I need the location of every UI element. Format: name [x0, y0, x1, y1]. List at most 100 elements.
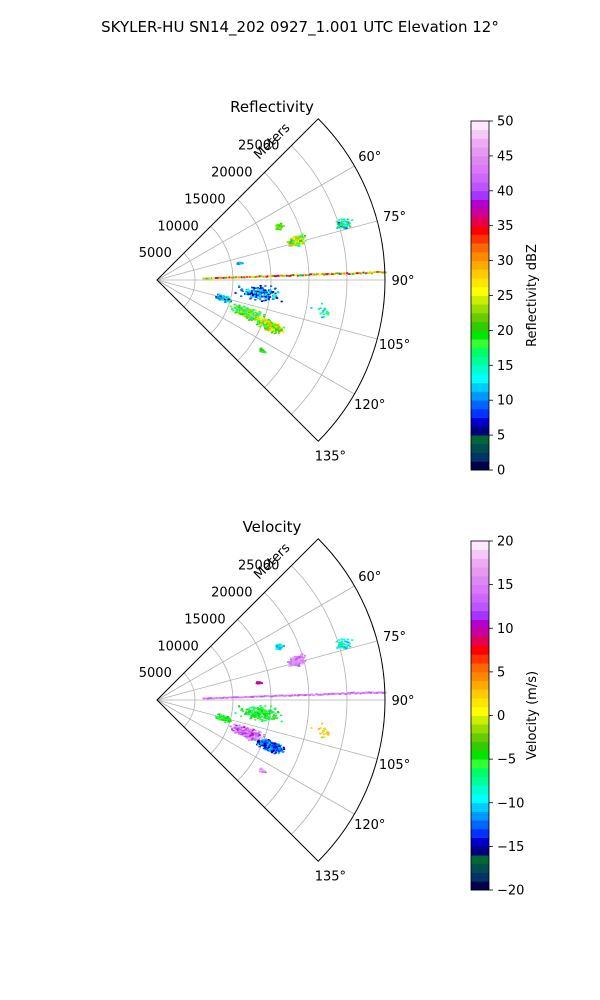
echo-cell: [263, 290, 266, 292]
echo-cell: [353, 272, 356, 275]
echo-cell: [286, 274, 289, 277]
echo-cell: [293, 657, 296, 660]
echo-cell: [245, 710, 248, 713]
echo-cell: [287, 694, 290, 697]
echo-cell: [253, 295, 256, 297]
echo-cell: [205, 697, 208, 700]
echo-cell: [337, 225, 340, 227]
echo-cell: [231, 308, 234, 311]
echo-cell: [248, 736, 251, 738]
echo-cell: [250, 297, 253, 299]
echo-cell: [279, 747, 283, 750]
echo-cell: [321, 693, 324, 696]
echo-cell: [222, 297, 225, 299]
echo-cell: [384, 271, 387, 274]
colorbar-tick-label: 30: [497, 254, 514, 269]
echo-cell: [242, 309, 245, 311]
echo-cell: [346, 222, 349, 224]
echo-cell: [343, 646, 346, 649]
echo-cell: [223, 716, 226, 719]
colorbar-swatch: [471, 863, 489, 873]
echo-cell: [383, 691, 386, 694]
echo-cell: [254, 729, 258, 732]
echo-cell: [253, 715, 256, 717]
echo-cell: [303, 656, 306, 659]
echo-cell: [256, 322, 260, 325]
echo-cell: [251, 317, 254, 320]
echo-cell: [296, 235, 299, 238]
echo-cell: [252, 293, 255, 296]
echo-cell: [342, 692, 345, 695]
velocity-panel: Velocity 5000 10000 15000 20000 25000 60° 75°…: [139, 518, 540, 899]
echo-cell: [265, 695, 268, 697]
echo-cell: [348, 222, 351, 225]
colorbar-swatch: [471, 251, 489, 262]
echo-cell: [258, 715, 261, 717]
echo-cell: [294, 694, 297, 696]
echo-cell: [331, 273, 334, 275]
echo-cell: [241, 290, 244, 293]
range-tick-label: 25000: [238, 559, 279, 574]
echo-cell: [348, 693, 352, 695]
echo-cell: [270, 705, 273, 707]
echo-cell: [231, 696, 234, 699]
colorbar-tick-label: 35: [497, 219, 514, 234]
echo-cell: [251, 711, 254, 713]
echo-cell: [298, 245, 301, 247]
echo-cell: [254, 309, 258, 312]
echo-cell: [275, 327, 278, 329]
echo-cell: [267, 743, 270, 746]
echo-cell: [260, 324, 263, 327]
echo-cell: [287, 661, 290, 663]
echo-cell: [231, 727, 234, 730]
echo-cell: [355, 692, 358, 695]
echo-cell: [252, 706, 255, 709]
echo-cell: [268, 327, 272, 330]
echo-cell: [290, 237, 293, 240]
echo-cell: [264, 709, 267, 712]
echo-cell: [255, 733, 258, 736]
echo-cell: [250, 315, 253, 318]
echo-cell: [251, 709, 254, 712]
echo-cell: [258, 707, 261, 710]
echo-cell: [243, 728, 246, 730]
colorbar-swatch: [471, 312, 489, 323]
echo-cell: [251, 312, 254, 315]
echo-cell: [242, 730, 245, 732]
echo-cell: [296, 242, 299, 244]
echo-cell: [237, 731, 240, 734]
echo-cell: [278, 745, 281, 747]
echo-cell: [238, 724, 241, 727]
velocity-grid: [156, 565, 385, 862]
echo-cell: [244, 695, 248, 698]
echo-cell: [278, 750, 281, 752]
echo-cell: [246, 308, 249, 311]
echo-cell: [267, 297, 270, 300]
azimuth-tick-label: 90°: [391, 694, 414, 709]
echo-cell: [243, 306, 246, 308]
echo-cell: [301, 653, 304, 655]
echo-cell: [321, 302, 324, 305]
echo-cell: [258, 710, 261, 713]
echo-cell: [366, 692, 369, 694]
echo-cell: [339, 643, 342, 646]
echo-cell: [263, 734, 266, 736]
echo-cell: [343, 227, 346, 230]
colorbar-swatch: [471, 199, 489, 209]
echo-cell: [258, 682, 261, 685]
echo-cell: [340, 638, 343, 640]
echo-cell: [349, 225, 352, 228]
velocity-frame: [156, 538, 386, 862]
echo-cell: [345, 220, 348, 223]
echo-cell: [336, 692, 339, 695]
echo-cell: [263, 323, 266, 326]
echo-cell: [340, 272, 343, 275]
echo-cell: [243, 276, 246, 279]
echo-cell: [280, 328, 283, 331]
echo-cell: [274, 750, 277, 753]
echo-cell: [293, 661, 296, 663]
echo-cell: [224, 696, 227, 699]
echo-cell: [232, 729, 235, 732]
echo-cell: [369, 271, 372, 274]
echo-cell: [264, 285, 267, 287]
